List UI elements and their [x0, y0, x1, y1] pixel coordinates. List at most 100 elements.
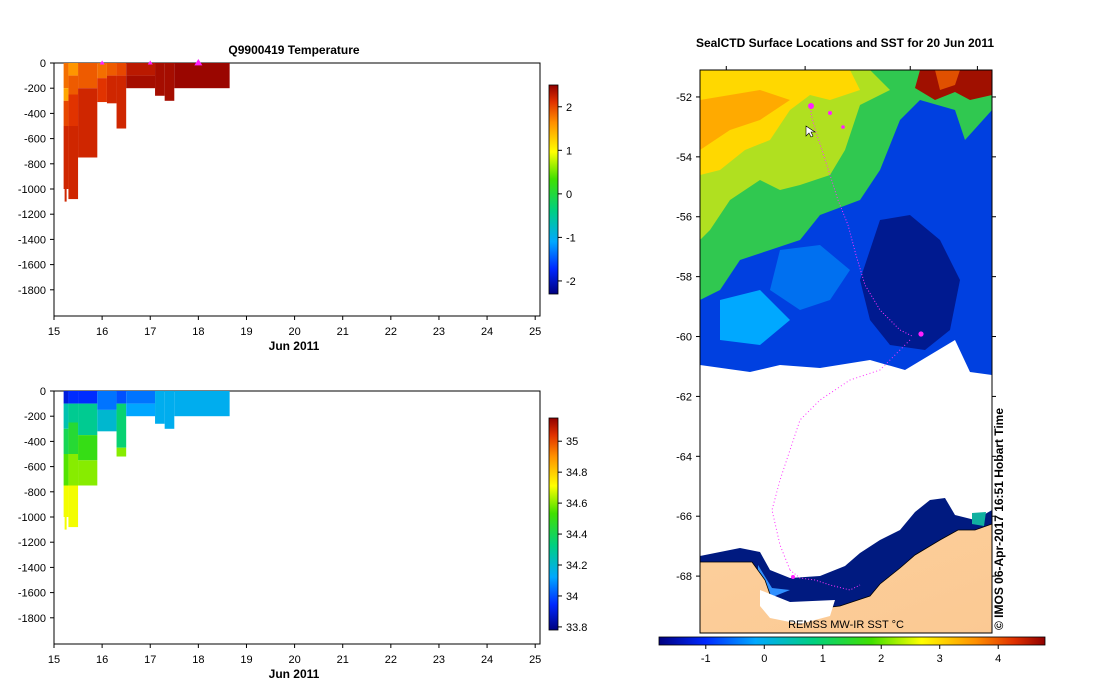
profile-cell	[126, 75, 156, 89]
temperature-panel: Q9900419 Temperature 0 -200 -400 -600 -800 -1…	[18, 43, 576, 353]
y-tick-label: -400	[24, 436, 46, 448]
sst-colorbar-ticks: -1 0 1 2 3 4	[701, 645, 1001, 665]
profile-cell	[174, 391, 230, 417]
profile-cell	[78, 63, 98, 89]
profile-cell	[63, 100, 69, 126]
profile-cell	[106, 75, 117, 104]
y-tick-label: -1600	[18, 260, 46, 272]
sst-colorbar-tick-label: 1	[820, 653, 826, 665]
profile-cell	[68, 403, 79, 423]
salinity-x-axis: 15 16 17 18 19 20 21 22 23 24 25	[48, 644, 541, 666]
profile-cell	[97, 63, 107, 79]
profile-tail	[64, 189, 67, 202]
profile-cell	[116, 391, 127, 404]
sst-coldest-water	[860, 215, 960, 350]
seal-location-1	[808, 103, 814, 109]
profile-cell	[78, 435, 98, 461]
profile-cell	[116, 63, 127, 76]
profile-cell	[97, 391, 117, 410]
x-tick-label: 15	[48, 654, 60, 666]
y-tick-label: -800	[24, 487, 46, 499]
salinity-profiles	[63, 391, 230, 530]
sst-colorbar-label: REMSS MW-IR SST °C	[788, 619, 904, 631]
y-tick-label: -1600	[18, 588, 46, 600]
y-tick-label: 0	[40, 386, 46, 398]
sst-colorbar-tick-label: 2	[878, 653, 884, 665]
salinity-x-label: Jun 2011	[269, 667, 320, 681]
profile-cell	[126, 403, 156, 417]
profile-cell	[106, 63, 117, 76]
x-tick-label: 21	[337, 654, 349, 666]
sst-cool-patch-2	[720, 290, 790, 345]
x-tick-label: 23	[433, 654, 445, 666]
latitude-tick-label: -54	[676, 152, 692, 164]
profile-cell	[63, 63, 69, 89]
salinity-panel: 0 -200 -400 -600 -800 -1000 -1200 -1400 -1600 -18…	[18, 386, 588, 681]
temperature-plot-frame	[53, 62, 541, 317]
temperature-colorbar	[548, 84, 559, 295]
profile-cell	[68, 75, 79, 95]
salinity-plot-frame	[53, 390, 541, 645]
sst-cool-patch	[770, 245, 850, 310]
imos-credit: © IMOS 06-Apr-2017 16:51 Hobart Time	[992, 408, 1006, 630]
profile-cell	[97, 409, 117, 432]
x-tick-label: 23	[433, 326, 445, 338]
sst-map-panel: SealCTD Surface Locations and SST for 20…	[658, 36, 1046, 665]
y-tick-label: -1400	[18, 234, 46, 246]
colorbar-tick-label: 34.8	[566, 467, 587, 479]
profile-cell	[68, 391, 79, 404]
y-tick-label: -600	[24, 134, 46, 146]
x-tick-label: 17	[144, 326, 156, 338]
seal-track-3	[789, 569, 861, 591]
profile-cell	[63, 391, 69, 404]
profile-marker	[147, 60, 153, 65]
colorbar-tick-label: 34	[566, 591, 578, 603]
profile-cell	[155, 63, 165, 96]
profile-cell	[126, 63, 156, 76]
seal-location-4	[918, 331, 924, 337]
y-tick-label: -1800	[18, 285, 46, 297]
profile-cell	[78, 403, 98, 436]
profile-marker	[99, 60, 105, 65]
y-tick-label: -1200	[18, 537, 46, 549]
profile-cell	[78, 88, 98, 158]
profile-tail	[64, 517, 67, 530]
profile-cell	[116, 403, 127, 448]
x-tick-label: 19	[240, 326, 252, 338]
temperature-profiles	[63, 63, 230, 202]
ice-shelf-gap	[760, 590, 835, 624]
seal-location-2	[828, 111, 832, 115]
profile-cell	[68, 454, 79, 486]
profile-cell	[126, 391, 156, 404]
profile-cell	[68, 422, 79, 454]
y-tick-label: -800	[24, 159, 46, 171]
sst-map-frame	[699, 69, 993, 634]
profile-markers	[99, 59, 203, 66]
sst-colorbar-tick-label: 3	[937, 653, 943, 665]
latitude-tick-label: -56	[676, 212, 692, 224]
colorbar-tick-label: 34.6	[566, 498, 587, 510]
y-tick-label: -1000	[18, 512, 46, 524]
seal-track-1	[809, 104, 913, 337]
sst-map-top-ticks	[725, 66, 978, 70]
x-tick-label: 16	[96, 654, 108, 666]
x-tick-label: 17	[144, 654, 156, 666]
profile-cell	[164, 63, 175, 101]
colorbar-tick-label: 1	[566, 145, 572, 157]
x-tick-label: 15	[48, 326, 60, 338]
seal-location-5	[791, 575, 795, 579]
profile-cell	[174, 63, 230, 89]
profile-marker	[194, 59, 203, 66]
x-tick-label: 20	[288, 326, 300, 338]
profile-cell	[63, 485, 69, 517]
sst-colorbar-tick-label: 4	[995, 653, 1001, 665]
sst-map-title: SealCTD Surface Locations and SST for 20…	[696, 36, 994, 50]
x-tick-label: 24	[481, 326, 493, 338]
colorbar-tick-label: 34.2	[566, 560, 587, 572]
seal-track-2	[771, 339, 911, 571]
sst-map-field	[700, 70, 992, 633]
colorbar-tick-label: 2	[566, 102, 572, 114]
y-tick-label: -1400	[18, 562, 46, 574]
profile-cell	[97, 78, 107, 103]
